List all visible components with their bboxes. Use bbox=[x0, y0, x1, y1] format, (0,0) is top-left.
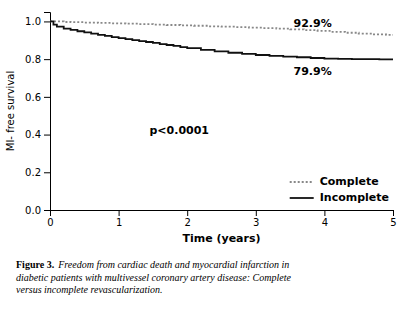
x-tick: 0 bbox=[47, 210, 53, 228]
y-tick: 0.2 bbox=[25, 167, 50, 178]
x-tick-label: 3 bbox=[253, 217, 259, 228]
x-tick-label: 0 bbox=[47, 217, 53, 228]
chart: 0 1 2 3 4 5 0.0 0.2 0.4 0.6 0.8 1.0 Time (years) MI- … bbox=[0, 0, 415, 310]
y-tick-mark bbox=[44, 97, 50, 98]
y-tick-mark bbox=[44, 59, 50, 60]
x-axis-title: Time (years) bbox=[182, 232, 260, 245]
x-tick: 4 bbox=[322, 210, 328, 228]
series-line bbox=[50, 21, 393, 34]
series-group bbox=[50, 21, 393, 59]
legend-swatch bbox=[290, 197, 314, 199]
y-tick-label: 0.8 bbox=[25, 54, 41, 65]
x-tick-mark bbox=[187, 210, 188, 216]
legend-label: Incomplete bbox=[320, 191, 389, 204]
y-tick-label: 0.4 bbox=[25, 129, 41, 140]
caption-line: diabetic patients with multivessel coron… bbox=[16, 272, 291, 283]
legend: Complete Incomplete bbox=[290, 175, 389, 204]
x-tick-label: 5 bbox=[390, 217, 396, 228]
x-tick-mark bbox=[256, 210, 257, 216]
caption-line: Freedom from cardiac death and myocardia… bbox=[57, 259, 289, 270]
y-tick-mark bbox=[44, 135, 50, 136]
caption-line: versus incomplete revascularization. bbox=[16, 284, 163, 295]
y-axis-line bbox=[44, 13, 51, 211]
y-tick-label: 0.2 bbox=[25, 167, 41, 178]
y-tick: 1.0 bbox=[25, 16, 50, 27]
caption: Figure 3.Freedom from cardiac death and … bbox=[16, 259, 291, 295]
y-tick-mark bbox=[44, 21, 50, 22]
y-axis-title: MI- free survival bbox=[5, 71, 16, 151]
y-tick-mark bbox=[44, 210, 50, 211]
x-tick: 5 bbox=[390, 210, 396, 228]
annotation: 92.9% bbox=[294, 17, 332, 30]
legend-label: Complete bbox=[320, 175, 379, 188]
x-tick-mark bbox=[324, 210, 325, 216]
plot: 0 1 2 3 4 5 0.0 0.2 0.4 0.6 0.8 1.0 Time (years) MI- … bbox=[5, 13, 397, 246]
x-tick: 2 bbox=[185, 210, 191, 228]
x-tick-mark bbox=[393, 210, 394, 216]
x-tick-label: 2 bbox=[185, 217, 191, 228]
y-tick: 0.6 bbox=[25, 92, 50, 103]
legend-item: Incomplete bbox=[290, 191, 389, 204]
x-axis-line bbox=[51, 211, 394, 217]
annotation: p<0.0001 bbox=[149, 124, 209, 137]
caption-label: Figure 3. bbox=[16, 259, 55, 270]
y-tick-label: 0.6 bbox=[25, 92, 41, 103]
x-tick-mark bbox=[119, 210, 120, 216]
x-tick-label: 4 bbox=[322, 217, 328, 228]
x-tick: 3 bbox=[253, 210, 259, 228]
y-tick-label: 1.0 bbox=[25, 16, 41, 27]
y-tick: 0.4 bbox=[25, 129, 50, 140]
y-tick: 0.8 bbox=[25, 54, 50, 65]
series-line bbox=[50, 21, 393, 59]
y-tick-mark bbox=[44, 172, 50, 173]
legend-item: Complete bbox=[290, 175, 379, 188]
legend-swatch bbox=[290, 181, 314, 183]
y-tick-label: 0.0 bbox=[25, 205, 41, 216]
x-tick-label: 1 bbox=[116, 217, 122, 228]
x-axis: 0 1 2 3 4 5 bbox=[47, 210, 396, 228]
y-axis: 0.0 0.2 0.4 0.6 0.8 1.0 bbox=[25, 13, 50, 216]
y-tick: 0.0 bbox=[25, 205, 50, 216]
x-tick: 1 bbox=[116, 210, 122, 228]
annotation: 79.9% bbox=[294, 65, 332, 78]
